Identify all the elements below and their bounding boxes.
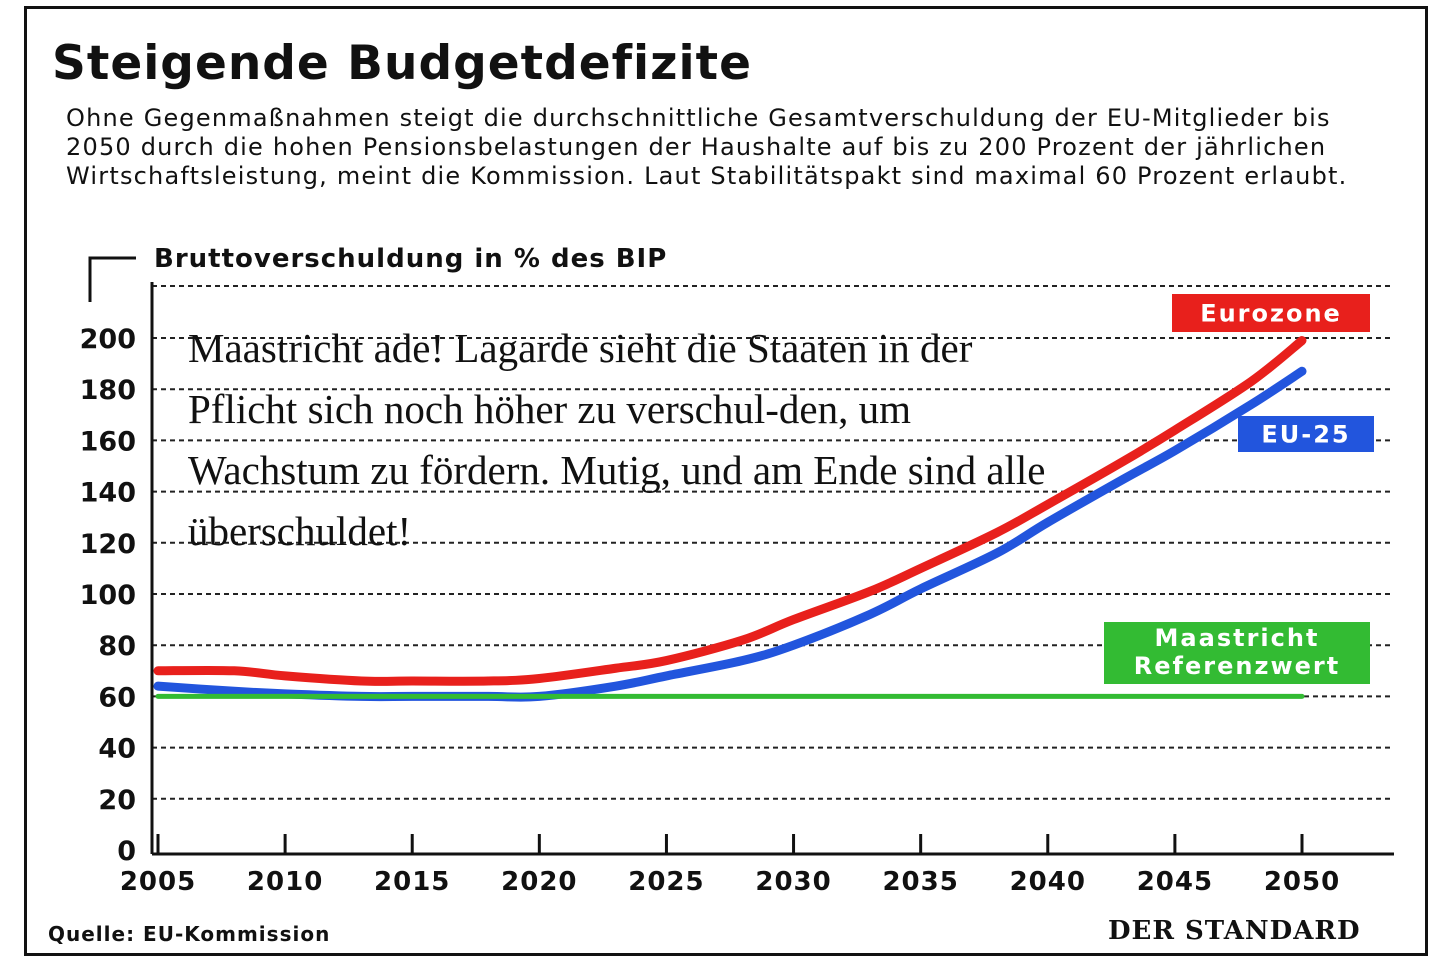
x-tick-label: 2005 — [120, 867, 196, 897]
y-tick-label: 40 — [98, 734, 136, 765]
y-tick-label: 80 — [98, 631, 136, 662]
x-tick-label: 2045 — [1137, 867, 1213, 897]
legend-label: Maastricht — [1155, 624, 1320, 652]
y-axis-label: Bruttoverschuldung in % des BIP — [154, 244, 667, 274]
y-tick-label: 160 — [80, 426, 136, 457]
x-tick-label: 2025 — [628, 867, 704, 897]
axes: 020406080100120140160180200Bruttoverschu… — [80, 244, 1394, 897]
legend-label: EU-25 — [1261, 421, 1350, 449]
x-tick-label: 2050 — [1264, 867, 1340, 897]
y-axis-bracket — [88, 256, 136, 302]
legend-box — [1104, 622, 1370, 684]
y-tick-label: 100 — [80, 580, 136, 611]
legend-box — [1238, 416, 1374, 452]
x-tick-label: 2030 — [755, 867, 831, 897]
legend-label: Referenzwert — [1134, 652, 1340, 680]
legend-label: Eurozone — [1200, 300, 1342, 328]
y-tick-label: 200 — [80, 324, 136, 355]
publisher-logo: DER STANDARD — [1108, 916, 1361, 946]
series-lines — [153, 336, 1307, 702]
chart-frame — [24, 6, 1428, 956]
y-tick-label: 120 — [80, 529, 136, 560]
y-tick-label: 0 — [117, 836, 136, 867]
x-tick-label: 2010 — [247, 867, 323, 897]
chart-title: Steigende Budgetdefizite — [52, 36, 752, 91]
x-tick-label: 2015 — [374, 867, 450, 897]
y-tick-label: 60 — [98, 682, 136, 713]
source-note: Quelle: EU-Kommission — [48, 922, 331, 946]
x-tick-label: 2020 — [501, 867, 577, 897]
x-tick-label: 2040 — [1010, 867, 1086, 897]
series-line-eurozone — [153, 336, 1307, 686]
y-tick-label: 140 — [80, 478, 136, 509]
y-tick-label: 180 — [80, 375, 136, 406]
y-tick-label: 20 — [98, 785, 136, 816]
legend-box — [1172, 294, 1370, 332]
x-tick-label: 2035 — [882, 867, 958, 897]
chart-subtitle: Ohne Gegenmaßnahmen steigt die durchschn… — [66, 104, 1348, 190]
annotation-text: Maastricht ade! Lagarde sieht die Staate… — [188, 325, 1046, 554]
